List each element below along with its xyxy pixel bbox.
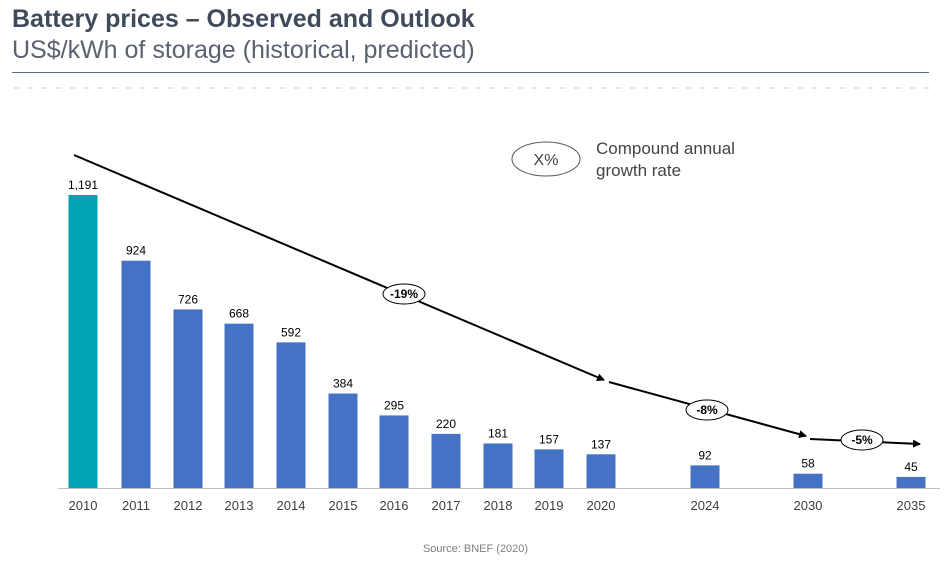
value-label-2017: 220 [436,417,456,431]
value-label-2024: 92 [698,448,712,462]
bar-2020 [586,454,616,488]
value-label-2018: 181 [488,426,508,440]
x-tick-label-2014: 2014 [277,498,306,513]
x-tick-label-2030: 2030 [794,498,823,513]
cagr-label-1: -19% [390,287,418,301]
x-tick-label-2017: 2017 [432,498,461,513]
x-tick-label-2012: 2012 [174,498,203,513]
cagr-oval-3 [840,429,884,451]
x-tick-label-2010: 2010 [69,498,98,513]
legend-text: Compound annual growth rate [596,138,796,182]
bar-2011 [121,260,151,488]
value-label-2012: 726 [178,292,198,306]
legend-line-2: growth rate [596,161,682,180]
x-tick-label-2018: 2018 [484,498,513,513]
x-tick-label-2035: 2035 [897,498,926,513]
legend-line-1: Compound annual [596,139,735,158]
value-label-2020: 137 [591,437,611,451]
chart-title: Battery prices – Observed and Outlook [12,5,475,33]
value-label-2019: 157 [539,432,559,446]
bar-2010 [68,195,98,488]
value-label-2030: 58 [801,457,815,471]
value-label-2013: 668 [229,307,249,321]
x-tick-label-2015: 2015 [329,498,358,513]
bar-2024 [690,465,720,488]
value-label-2016: 295 [384,398,404,412]
bar-2016 [379,415,409,488]
bar-2019 [534,449,564,488]
bar-2012 [173,309,203,488]
dotted-divider [14,87,929,89]
bar-2017 [431,433,461,488]
bar-2015 [328,393,358,488]
value-label-2011: 924 [126,244,146,258]
cagr-arrow-1 [73,154,605,381]
value-label-2035: 45 [904,460,918,474]
value-label-2015: 384 [333,377,353,391]
x-tick-label-2011: 2011 [122,498,150,513]
value-label-2014: 592 [281,325,301,339]
bar-2013 [224,323,254,488]
bar-2014 [276,342,306,488]
legend-oval [511,141,581,177]
x-tick-label-2019: 2019 [535,498,564,513]
bar-2030 [793,473,823,488]
cagr-oval-2 [685,399,729,421]
source-note: Source: BNEF (2020) [422,543,529,555]
cagr-label-2: -8% [696,403,718,417]
bar-2035 [896,476,926,488]
x-tick-label-2013: 2013 [225,498,254,513]
bar-2018 [483,443,513,488]
x-tick-label-2024: 2024 [691,498,720,513]
legend-symbol: X% [534,152,559,169]
value-label-2010: 1,191 [68,178,98,192]
x-tick-label-2016: 2016 [380,498,409,513]
cagr-label-3: -5% [851,433,873,447]
cagr-oval-1 [382,283,426,305]
chart-subtitle: US$/kWh of storage (historical, predicte… [12,36,475,64]
title-divider [12,72,929,73]
x-tick-label-2020: 2020 [587,498,616,513]
